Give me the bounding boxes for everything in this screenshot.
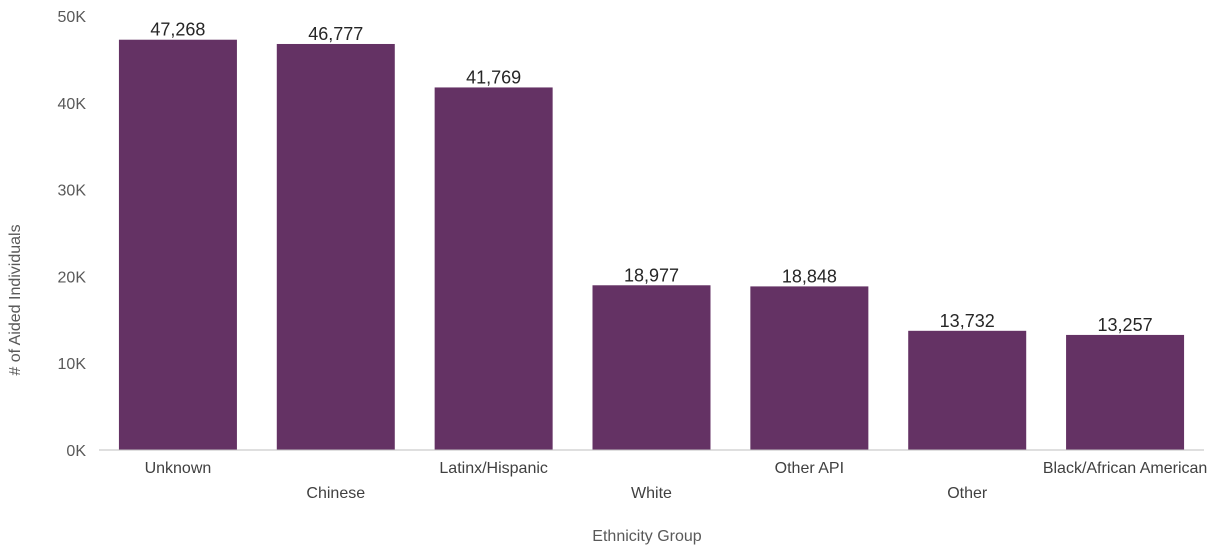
y-tick-label: 10K (58, 356, 87, 373)
bar (276, 43, 395, 450)
x-axis-tick-labels: Unknown Chinese Latinx/Hispanic White Other … (145, 460, 1208, 502)
y-tick-label: 0K (66, 443, 86, 460)
bar (434, 87, 553, 451)
y-tick-label: 40K (58, 96, 87, 113)
bars (118, 39, 1185, 451)
data-label: 18,848 (782, 266, 837, 286)
y-tick-label: 50K (58, 9, 87, 26)
y-tick-label: 20K (58, 269, 87, 286)
x-tick-label: Unknown (145, 460, 212, 477)
data-label: 41,769 (466, 67, 521, 87)
x-tick-label: Other API (775, 460, 844, 477)
bar (592, 285, 711, 450)
y-tick-label: 30K (58, 183, 87, 200)
bar (118, 39, 237, 451)
x-axis-title: Ethnicity Group (592, 528, 701, 545)
bar (750, 286, 869, 450)
y-axis-ticks: 0K 10K 20K 30K 40K 50K (58, 9, 87, 460)
bar (1066, 334, 1185, 450)
x-tick-label: Other (947, 485, 988, 502)
data-label: 18,977 (624, 265, 679, 285)
y-axis-title: # of Aided Individuals (7, 224, 24, 375)
x-tick-label: Latinx/Hispanic (439, 460, 548, 477)
bar (908, 330, 1027, 450)
data-label: 47,268 (150, 20, 205, 40)
x-tick-label: Chinese (306, 485, 365, 502)
data-label: 13,732 (940, 311, 995, 331)
x-tick-label: White (631, 485, 672, 502)
data-labels: 47,268 46,777 41,769 18,977 18,848 13,732 13,2… (150, 20, 1152, 335)
data-label: 46,777 (308, 24, 363, 44)
x-tick-label: Black/African American (1043, 460, 1208, 477)
data-label: 13,257 (1098, 315, 1153, 335)
